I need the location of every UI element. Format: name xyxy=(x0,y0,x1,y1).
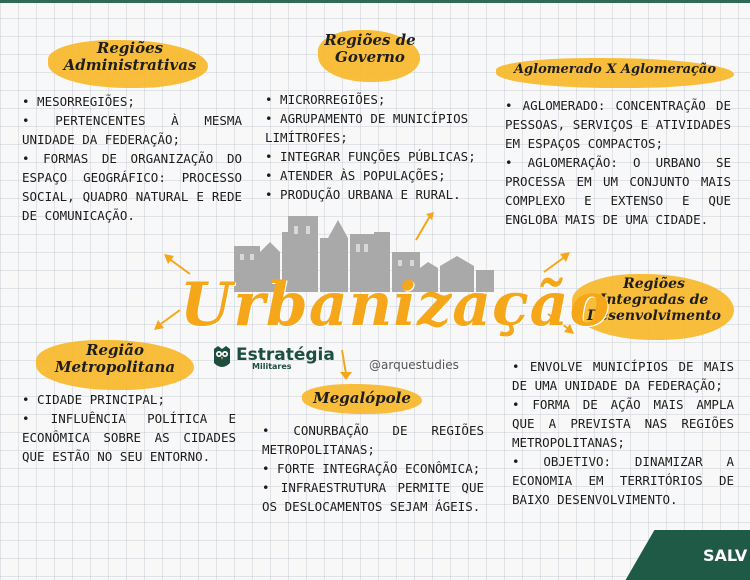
list-item: • Microrregiões; xyxy=(265,92,386,107)
list-item: • Infraestrutura permite que os deslocam… xyxy=(262,480,484,514)
brand-name: Estratégia xyxy=(236,345,335,365)
metropolitana-title-line2: Metropolitana xyxy=(54,358,176,377)
list-item: • Conurbação de regiões metropolitanas; xyxy=(262,423,484,457)
megalopole-title-highlight xyxy=(302,384,422,414)
arrow-icon xyxy=(340,349,352,380)
metropolitana-list: • Cidade principal; • Influência polític… xyxy=(22,390,236,466)
megalopole-title: Megalópole xyxy=(313,389,411,407)
aglomerado-title-highlight xyxy=(496,58,734,88)
list-item: • Aglomeração: o urbano se processa em u… xyxy=(505,155,731,227)
megalopole-list: • Conurbação de regiões metropolitanas; … xyxy=(262,421,484,516)
main-title: Urbanização xyxy=(180,270,611,340)
brand-logo: Estratégia Militares xyxy=(212,345,335,371)
city-skyline-icon xyxy=(234,216,494,292)
admin-title: Regiões Administrativas xyxy=(40,39,220,75)
metropolitana-title-line1: Região xyxy=(86,341,144,359)
list-item: • Objetivo: dinamizar a economia em terr… xyxy=(512,454,734,507)
metropolitana-title-highlight xyxy=(36,340,194,390)
list-item: • Integrar funções públicas; xyxy=(265,149,476,164)
owl-icon xyxy=(214,346,230,367)
list-item: • Pertencentes à mesma Unidade da Federa… xyxy=(22,113,242,147)
admin-title-line1: Regiões xyxy=(96,39,164,57)
governo-title-highlight xyxy=(318,30,420,82)
brand-sub: Militares xyxy=(252,362,292,371)
list-item: • Forte integração econômica; xyxy=(262,461,481,476)
list-item: • Produção urbana e rural. xyxy=(265,187,461,202)
governo-list: • Microrregiões; • Agrupamento de municí… xyxy=(265,90,485,204)
author-handle: @arquestudies xyxy=(369,358,459,372)
governo-title: Regiões de Governo xyxy=(300,31,440,67)
integradas-title: Regiões Integradas de Desenvolvimento xyxy=(566,276,742,324)
arrow-icon xyxy=(164,254,191,275)
aglomerado-title: Aglomerado X Aglomeração xyxy=(513,62,717,77)
admin-title-line2: Administrativas xyxy=(63,56,197,75)
integradas-title-highlight xyxy=(572,274,734,340)
list-item: • Mesorregiões; xyxy=(22,94,135,109)
metropolitana-title: Região Metropolitana xyxy=(30,341,200,377)
arrow-icon xyxy=(543,252,570,273)
integradas-list: • Envolve municípios de mais de uma Unid… xyxy=(512,357,734,509)
arrow-icon xyxy=(415,212,434,241)
list-item: • Aglomerado: concentração de pessoas, s… xyxy=(505,98,731,151)
governo-title-line2: Governo xyxy=(335,48,405,67)
top-strip xyxy=(0,0,750,3)
admin-title-highlight xyxy=(48,40,208,88)
integradas-title-line1: Regiões xyxy=(623,276,685,292)
integradas-title-line2: Integradas de xyxy=(599,292,709,309)
list-item: • Influência política e econômica sobre … xyxy=(22,411,236,464)
list-item: • Formas de organização do espaço geográ… xyxy=(22,151,242,223)
list-item: • Envolve municípios de mais de uma Unid… xyxy=(512,359,734,393)
list-item: • Agrupamento de municípios limítrofes; xyxy=(265,111,469,145)
arrow-icon xyxy=(154,309,181,330)
aglomerado-list: • Aglomerado: concentração de pessoas, s… xyxy=(505,96,731,229)
governo-title-line1: Regiões de xyxy=(324,31,416,49)
list-item: • Atender às populações; xyxy=(265,168,446,183)
arrow-icon xyxy=(547,313,574,334)
list-item: • Cidade principal; xyxy=(22,392,165,407)
footer-text: SALV xyxy=(703,546,748,565)
list-item: • Forma de ação mais ampla que a previst… xyxy=(512,397,734,450)
integradas-title-line3: Desenvolvimento xyxy=(587,308,721,325)
admin-list: • Mesorregiões; • Pertencentes à mesma U… xyxy=(22,92,242,225)
